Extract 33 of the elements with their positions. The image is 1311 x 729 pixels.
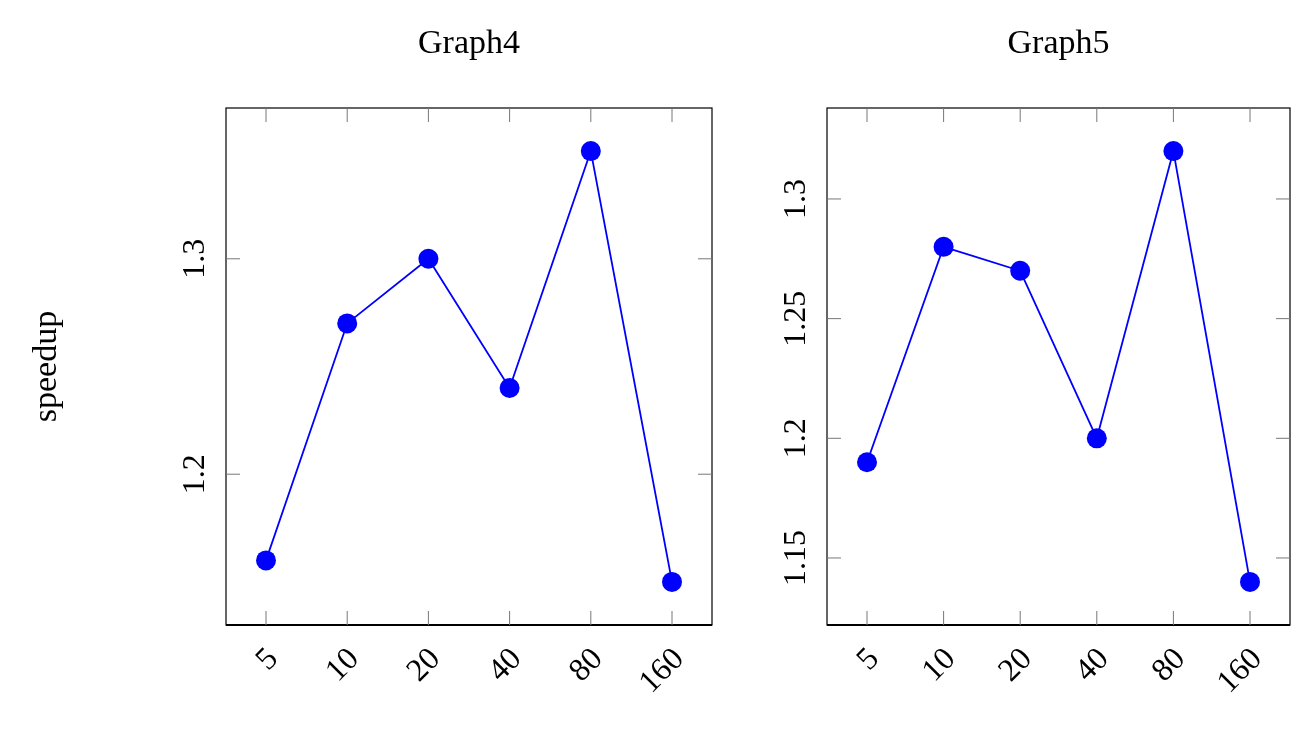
x-tick-label: 10 [317,639,366,688]
point [1163,141,1184,162]
point [580,141,601,162]
point [857,452,877,473]
x-tick-label: 20 [398,639,447,688]
x-tick-label: 40 [1066,639,1115,688]
y-tick-label: 1.2 [175,454,211,495]
chart-title: Graph5 [1007,23,1110,60]
y-tick-label: 1.15 [776,529,812,586]
point [418,248,439,269]
x-tick-label: 160 [630,639,691,700]
point [933,236,954,257]
x-tick-label: 80 [1143,639,1192,688]
x-tick-label: 160 [1208,639,1269,700]
x-tick-label: 20 [990,639,1039,688]
point [1240,571,1260,592]
x-tick-label: 5 [848,639,886,677]
y-tick-label: 1.3 [776,178,812,219]
point [1086,428,1107,449]
point [1010,260,1031,281]
point [499,378,520,399]
point [256,550,276,571]
x-tick-label: 40 [479,639,528,688]
y-axis-title: speedup [26,310,63,423]
point [337,313,358,334]
y-tick-label: 1.2 [776,418,812,459]
y-tick-label: 1.25 [776,290,812,347]
point [662,571,682,592]
x-tick-label: 80 [560,639,609,688]
chart-title: Graph4 [418,23,520,60]
y-tick-label: 1.3 [175,238,211,279]
x-tick-label: 10 [913,639,962,688]
x-tick-label: 5 [247,639,285,677]
